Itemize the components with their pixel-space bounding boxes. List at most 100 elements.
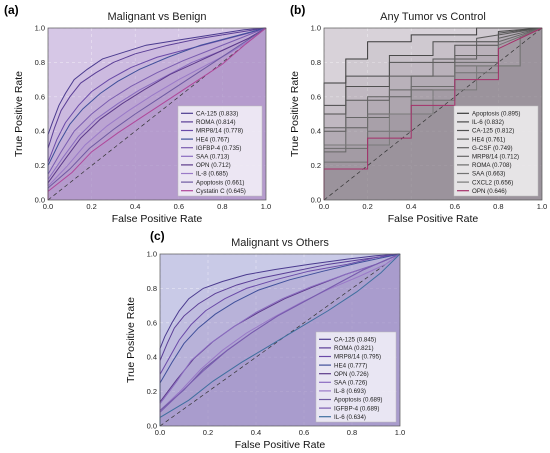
legend-box xyxy=(177,105,263,197)
roc-curve xyxy=(47,27,267,200)
x-axis-label: False Positive Rate xyxy=(388,213,479,225)
x-tick-label: 0.2 xyxy=(86,202,96,211)
roc-curve xyxy=(47,27,267,200)
panel-label: (a) xyxy=(4,3,19,17)
x-tick-label: 1.0 xyxy=(261,202,271,211)
roc-curve xyxy=(159,253,401,426)
legend-entry: HE4 (0.777) xyxy=(334,362,367,369)
legend-entry: HE4 (0.767) xyxy=(196,136,229,143)
y-tick-label: 1.0 xyxy=(35,24,45,33)
x-axis-label: False Positive Rate xyxy=(235,439,326,451)
x-tick-label: 0.0 xyxy=(319,202,329,211)
x-tick-label: 0.4 xyxy=(130,202,140,211)
y-tick-label: 1.0 xyxy=(311,24,321,33)
y-axis-label: True Positive Rate xyxy=(13,71,25,157)
roc-curve xyxy=(323,27,542,200)
legend-entry: CA-125 (0.812) xyxy=(472,128,514,135)
legend-entry: CA-125 (0.833) xyxy=(196,111,238,118)
x-tick-label: 0.8 xyxy=(217,202,227,211)
legend-entry: G-CSF (0.749) xyxy=(472,145,513,152)
roc-curve xyxy=(159,253,401,426)
roc-curve xyxy=(159,253,401,426)
legend-entry: SAA (0.713) xyxy=(196,154,229,161)
y-tick-label: 0.6 xyxy=(311,92,321,101)
x-tick-label: 0.8 xyxy=(347,428,357,437)
x-tick-label: 0.0 xyxy=(43,202,53,211)
roc-curve xyxy=(47,27,267,200)
y-tick-label: 0.4 xyxy=(311,127,321,136)
roc-curve xyxy=(323,27,543,200)
y-tick-label: 0.8 xyxy=(311,58,321,67)
y-tick-label: 0.2 xyxy=(311,161,321,170)
x-tick-label: 1.0 xyxy=(537,202,547,211)
legend-entry: OPN (0.712) xyxy=(196,162,231,169)
y-tick-label: 0.6 xyxy=(35,92,45,101)
legend-entry: SAA (0.663) xyxy=(472,171,505,178)
chart-title: Malignant vs Others xyxy=(231,237,329,249)
legend-entry: Cystatin C (0.645) xyxy=(196,188,246,195)
roc-curve xyxy=(47,27,267,200)
x-tick-label: 0.4 xyxy=(406,202,416,211)
y-tick-label: 0.0 xyxy=(35,196,45,205)
x-tick-label: 0.6 xyxy=(174,202,184,211)
chart-panel-3: (c) Malignant vs Others 0.00.0 0.2 0.2 0.4 0.4… xyxy=(125,229,405,451)
legend-entry: MRP8/14 (0.778) xyxy=(196,128,243,135)
roc-curve xyxy=(47,27,267,200)
chart-panel-2: (b) Any Tumor vs Control 0.00.0 0.2 0.2 0.4 0.… xyxy=(289,3,547,225)
y-tick-label: 1.0 xyxy=(147,250,157,259)
roc-curve xyxy=(159,253,401,426)
y-tick-label: 0.4 xyxy=(35,127,45,136)
legend-entry: CXCL2 (0.656) xyxy=(472,179,513,186)
y-axis-label: True Positive Rate xyxy=(125,297,137,383)
x-tick-label: 0.2 xyxy=(362,202,372,211)
legend-entry: MRP8/14 (0.712) xyxy=(472,154,519,161)
y-tick-label: 0.6 xyxy=(147,318,157,327)
x-tick-label: 0.6 xyxy=(299,428,309,437)
legend-entry: OPN (0.726) xyxy=(334,371,369,378)
legend-entry: Apoptosis (0.689) xyxy=(334,397,383,404)
x-tick-label: 0.4 xyxy=(251,428,261,437)
y-tick-label: 0.2 xyxy=(35,161,45,170)
legend-box xyxy=(315,331,397,423)
x-tick-label: 0.8 xyxy=(493,202,503,211)
legend-entry: OPN (0.646) xyxy=(472,188,507,195)
legend-entry: CA-125 (0.845) xyxy=(334,337,376,344)
legend-entry: SAA (0.726) xyxy=(334,380,367,387)
legend-entry: IL-8 (0.693) xyxy=(334,388,366,395)
legend: CA-125 (0.833)ROMA (0.814) MRP8/14 (0.778… xyxy=(177,105,263,197)
panel-label: (c) xyxy=(150,229,165,243)
y-tick-label: 0.8 xyxy=(35,58,45,67)
legend-entry: Apoptosis (0.661) xyxy=(196,179,245,186)
roc-curve xyxy=(47,27,267,200)
roc-curve xyxy=(159,253,401,426)
legend: Apoptosis (0.895)IL-6 (0.832) CA-125 (0.8… xyxy=(453,105,539,197)
legend-entry: ROMA (0.814) xyxy=(196,119,236,126)
legend-entry: ROMA (0.708) xyxy=(472,162,512,169)
y-axis-label: True Positive Rate xyxy=(289,71,301,157)
roc-curve xyxy=(47,27,267,200)
chance-diagonal xyxy=(323,27,543,201)
roc-curve xyxy=(47,27,267,200)
x-axis-label: False Positive Rate xyxy=(112,213,203,225)
x-tick-label: 0.6 xyxy=(450,202,460,211)
y-tick-label: 0.8 xyxy=(147,284,157,293)
legend: CA-125 (0.845)ROMA (0.821) MRP8/14 (0.795… xyxy=(315,331,397,423)
roc-curve xyxy=(323,27,543,200)
y-tick-label: 0.0 xyxy=(147,422,157,431)
chart-title: Malignant vs Benign xyxy=(107,11,206,23)
chart-title: Any Tumor vs Control xyxy=(380,11,486,23)
x-tick-label: 0.2 xyxy=(203,428,213,437)
roc-curve xyxy=(159,253,401,426)
y-tick-label: 0.2 xyxy=(147,387,157,396)
legend-entry: IL-6 (0.832) xyxy=(472,119,504,126)
roc-curve xyxy=(159,253,401,426)
chance-diagonal xyxy=(47,27,267,201)
legend-box xyxy=(453,105,539,197)
x-tick-label: 1.0 xyxy=(395,428,405,437)
legend-entry: Apoptosis (0.895) xyxy=(472,111,521,118)
x-tick-label: 0.0 xyxy=(155,428,165,437)
legend-entry: HE4 (0.761) xyxy=(472,136,505,143)
panel-label: (b) xyxy=(290,3,305,17)
roc-curve xyxy=(159,253,401,426)
